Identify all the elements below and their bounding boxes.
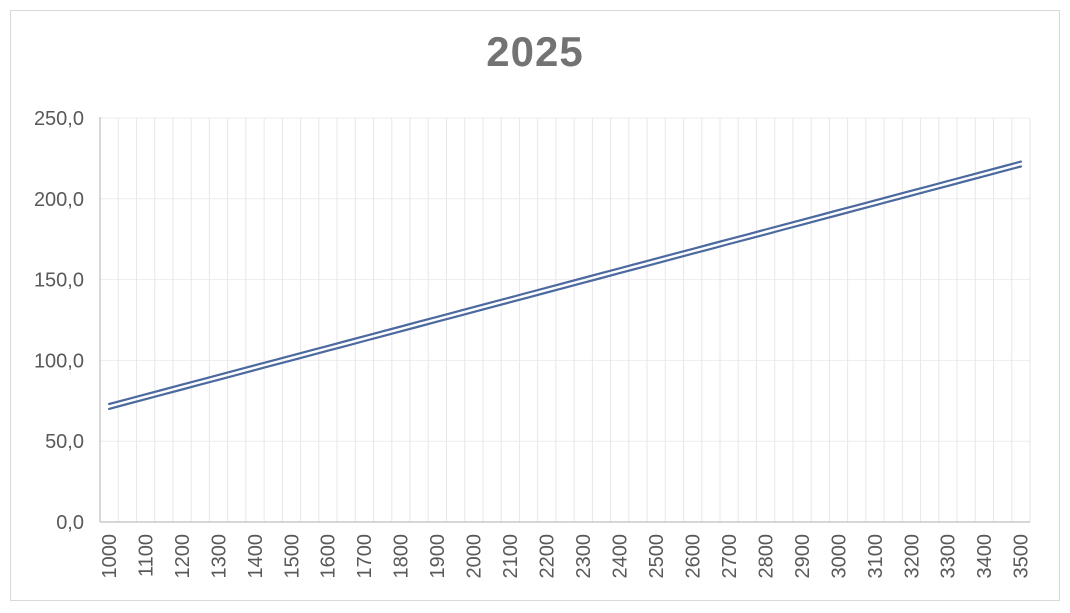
x-tick-label: 3000 [828, 534, 850, 579]
y-tick-label: 250,0 [34, 108, 84, 130]
chart-title: 2025 [486, 28, 584, 75]
x-tick-label: 2600 [682, 534, 704, 579]
x-tick-label: 1600 [318, 534, 340, 579]
x-tick-label: 2900 [792, 534, 814, 579]
y-tick-label: 100,0 [34, 350, 84, 372]
x-tick-label: 3200 [901, 534, 923, 579]
y-tick-label: 0,0 [56, 512, 84, 534]
y-tick-label: 50,0 [45, 431, 84, 453]
x-tick-label: 1400 [245, 534, 267, 579]
x-tick-label: 2800 [755, 534, 777, 579]
x-tick-label: 2700 [719, 534, 741, 579]
x-tick-label: 1200 [172, 534, 194, 579]
x-tick-label: 1900 [427, 534, 449, 579]
x-tick-label: 2400 [610, 534, 632, 579]
chart-frame[interactable] [10, 10, 1060, 601]
x-tick-label: 2100 [500, 534, 522, 579]
x-tick-label: 2200 [537, 534, 559, 579]
y-tick-label: 150,0 [34, 270, 84, 292]
x-tick-label: 1700 [354, 534, 376, 579]
x-tick-label: 3400 [974, 534, 996, 579]
x-tick-label: 1300 [208, 534, 230, 579]
x-tick-label: 1000 [99, 534, 121, 579]
x-tick-label: 1100 [135, 534, 157, 577]
series-line-1 [107, 160, 1023, 406]
x-tick-label: 3100 [865, 534, 887, 579]
x-tick-label: 2500 [646, 534, 668, 579]
x-tick-label: 1500 [281, 534, 303, 579]
x-tick-label: 2000 [464, 534, 486, 579]
x-tick-label: 3500 [1011, 534, 1033, 579]
x-tick-label: 2300 [573, 534, 595, 579]
x-tick-label: 3300 [938, 534, 960, 579]
y-tick-label: 200,0 [34, 189, 84, 211]
x-tick-label: 1800 [391, 534, 413, 579]
series-line-2 [107, 165, 1023, 410]
